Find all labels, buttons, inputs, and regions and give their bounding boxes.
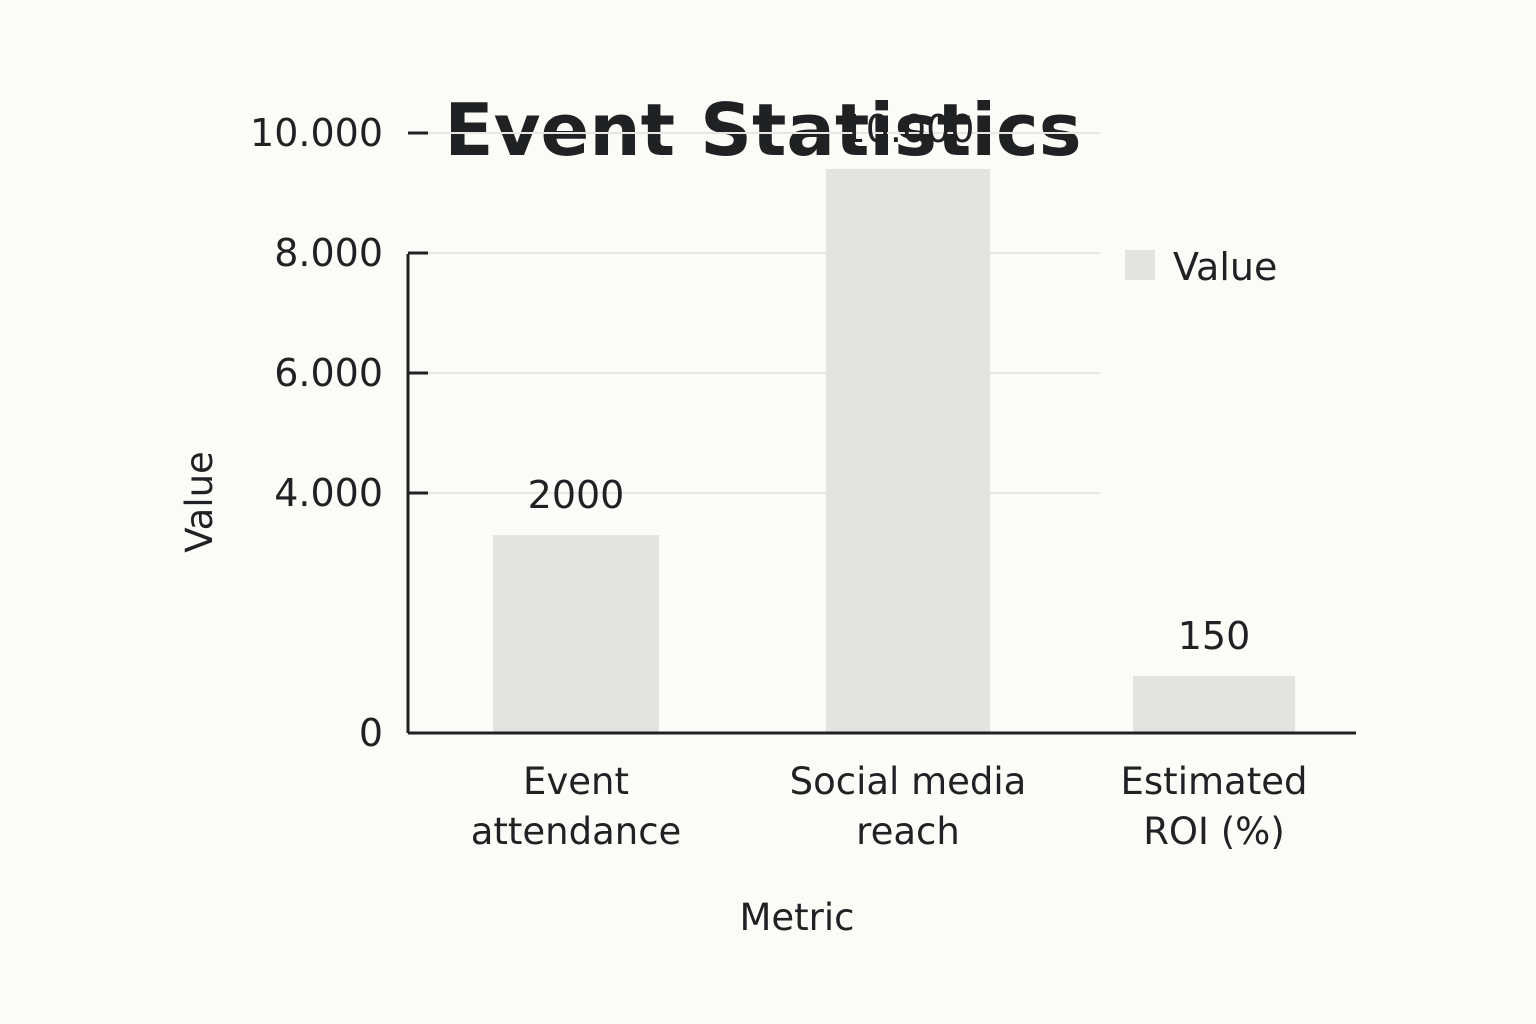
x-tick-label-2-line-0: Estimated bbox=[1121, 760, 1308, 803]
x-tick-label-2-line-1: ROI (%) bbox=[1143, 810, 1285, 853]
x-axis-title: Metric bbox=[739, 896, 854, 939]
data-labels: 2000 10.000 150 bbox=[528, 107, 1251, 658]
y-tick-label-4: 10.000 bbox=[250, 111, 383, 155]
bars bbox=[493, 169, 1295, 733]
legend-swatch bbox=[1125, 250, 1155, 280]
legend-label: Value bbox=[1173, 245, 1277, 289]
legend: Value bbox=[1125, 245, 1277, 289]
bar-2 bbox=[1133, 676, 1295, 733]
bar-1 bbox=[826, 169, 990, 733]
y-tick-label-3: 8.000 bbox=[274, 231, 383, 275]
x-axis-labels: Event attendance Social media reach Estimate… bbox=[471, 760, 1308, 853]
gridlines bbox=[408, 132, 1100, 494]
x-tick-label-1-line-0: Social media bbox=[790, 760, 1027, 803]
y-axis-title: Value bbox=[178, 451, 221, 553]
y-tick-label-0: 0 bbox=[359, 711, 383, 755]
y-tick-label-1: 4.000 bbox=[274, 471, 383, 515]
y-axis-ticks: 0 4.000 6.000 8.000 10.000 bbox=[250, 111, 428, 755]
x-tick-label-1-line-1: reach bbox=[856, 810, 960, 853]
x-tick-label-0-line-1: attendance bbox=[471, 810, 682, 853]
y-tick-label-2: 6.000 bbox=[274, 351, 383, 395]
chart-title: Event Statistics bbox=[444, 88, 1081, 172]
bar-0 bbox=[493, 535, 659, 733]
data-label-0: 2000 bbox=[528, 473, 625, 517]
x-tick-label-0-line-0: Event bbox=[523, 760, 629, 803]
data-label-2: 150 bbox=[1178, 614, 1251, 658]
data-label-1: 10.000 bbox=[842, 107, 975, 151]
